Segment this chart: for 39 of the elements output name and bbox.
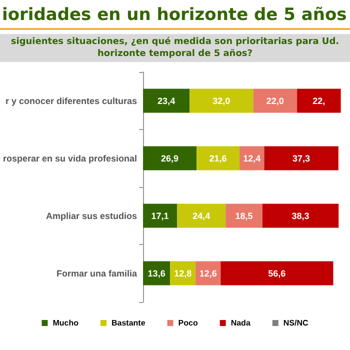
legend-label: Nada: [230, 318, 251, 328]
data-label: 23,4: [158, 96, 176, 106]
data-label: 26,9: [161, 153, 179, 164]
bar: [220, 261, 334, 286]
data-label: 18,5: [235, 210, 253, 221]
bar: [177, 204, 226, 228]
data-label: 22,: [312, 96, 326, 106]
chart-title: ioridades en un horizonte de 5 años: [1, 4, 348, 27]
data-label: 22,0: [266, 96, 284, 106]
y-tick-label: Ampliar sus estudios: [46, 210, 138, 221]
legend-label: Mucho: [52, 318, 79, 328]
legend-label: Poco: [178, 318, 198, 328]
bar: [190, 88, 254, 113]
data-label: 56,6: [268, 268, 286, 278]
data-label: 17,1: [151, 210, 169, 221]
bar: [262, 204, 339, 228]
data-label: 38,3: [292, 210, 310, 221]
y-tick-label: Formar una familia: [56, 268, 138, 278]
data-label: 12,4: [243, 153, 261, 164]
bar: [143, 204, 178, 228]
y-tick-label: r y conocer diferentes culturas: [5, 96, 138, 106]
bar: [264, 146, 338, 170]
bar: [253, 88, 298, 113]
data-label: 37,3: [292, 153, 310, 164]
y-tick-label: rosperar en su vida profesional: [2, 153, 138, 164]
data-label: 32,0: [212, 96, 230, 106]
legend-label: Bastante: [111, 318, 146, 328]
data-label: 21,6: [209, 153, 227, 164]
bar: [297, 88, 341, 113]
data-label: 13,6: [148, 268, 166, 278]
bar: [143, 88, 190, 113]
data-label: 12,6: [199, 268, 217, 278]
bar: [196, 146, 240, 170]
bar: [143, 146, 197, 170]
bar: [226, 204, 262, 228]
chart-subtitle: siguientes situaciones, ¿en qué medida son prioritarias para Ud. horizonte temporal de 5 años?: [0, 34, 350, 62]
legend-label: NS/NC: [283, 318, 309, 328]
data-label: 12,8: [174, 268, 192, 278]
data-label: 24,4: [192, 210, 210, 221]
